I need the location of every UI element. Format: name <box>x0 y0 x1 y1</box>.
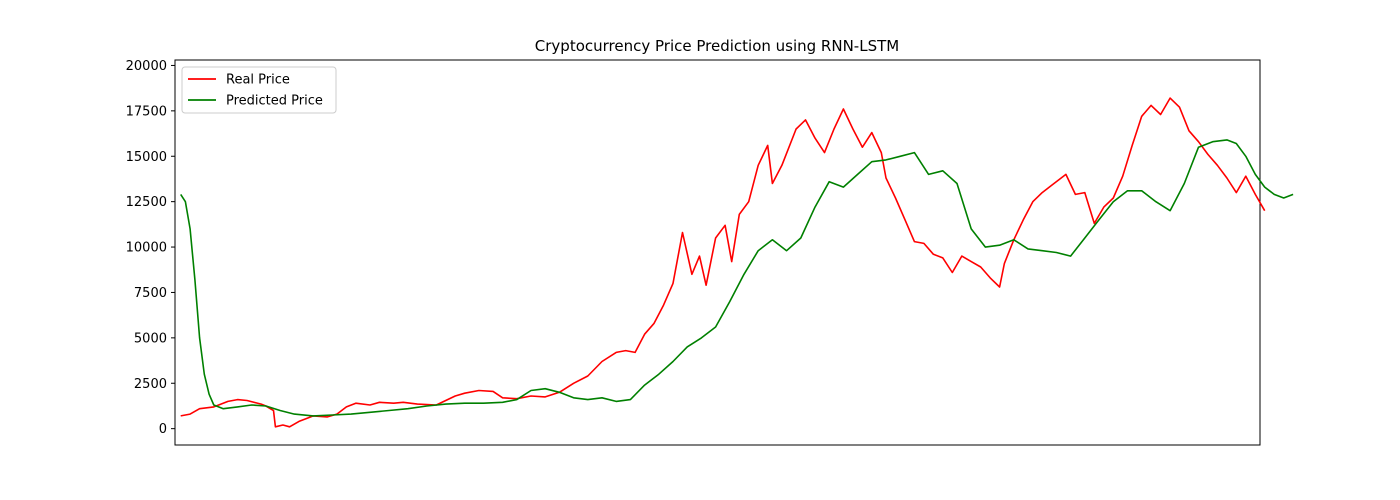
legend-box <box>181 66 337 114</box>
y-tick-label: 7500 <box>134 286 167 301</box>
series-line-predicted-price <box>180 139 1294 417</box>
y-tick-label: 2500 <box>134 377 167 392</box>
y-tick-label: 15000 <box>126 150 167 165</box>
y-axis: 0 2500 5000 7500 10000 12500 15000 17500 20000 <box>126 59 175 437</box>
legend: Real Price Predicted Price <box>181 66 337 114</box>
y-tick-label: 17500 <box>126 104 167 119</box>
y-tick-label: 5000 <box>134 331 167 346</box>
legend-label: Real Price <box>226 73 290 88</box>
chart-title: Cryptocurrency Price Prediction using RN… <box>535 37 899 55</box>
y-tick-label: 10000 <box>126 241 167 256</box>
series-layer <box>180 97 1294 428</box>
y-tick-label: 0 <box>159 422 167 437</box>
y-tick-label: 12500 <box>126 195 167 210</box>
series-line-real-price <box>180 97 1266 428</box>
plot-area <box>174 59 1261 446</box>
y-tick-label: 20000 <box>126 59 167 74</box>
legend-label: Predicted Price <box>226 94 323 109</box>
